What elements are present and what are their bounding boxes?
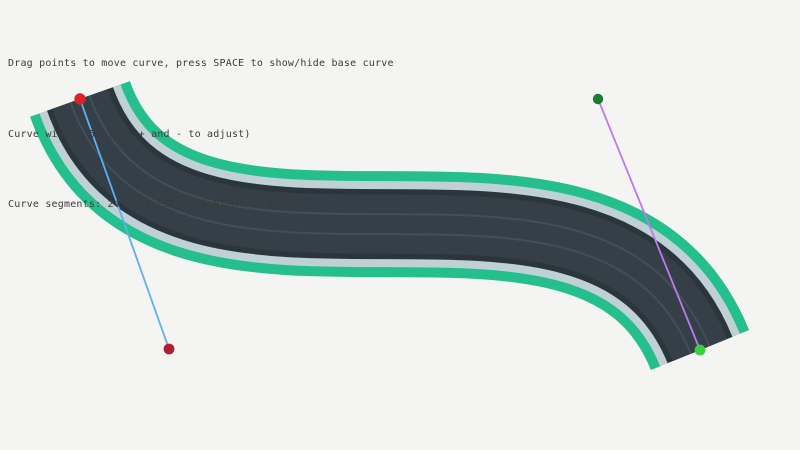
curve-end-anchor-point[interactable]	[694, 344, 706, 356]
road-asphalt-center	[71, 95, 709, 354]
control-points	[74, 93, 706, 356]
end-handle-line	[597, 98, 701, 351]
start-handle-line	[79, 98, 170, 350]
control-handle-lines	[79, 98, 701, 351]
start-control-handle-point[interactable]	[163, 343, 175, 355]
hud-curve-width: Curve width: 50 (Use + and - to adjust)	[8, 128, 251, 140]
end-control-handle-point[interactable]	[592, 93, 604, 105]
hud: Drag points to move curve, press SPACE t…	[8, 5, 394, 264]
road	[30, 79, 750, 373]
hud-curve-segments: Curve segments: 24 (Use LEFT and RIGHT t…	[8, 199, 313, 210]
curve-start-anchor-point[interactable]	[74, 93, 86, 105]
hud-instructions: Drag points to move curve, press SPACE t…	[8, 58, 394, 69]
